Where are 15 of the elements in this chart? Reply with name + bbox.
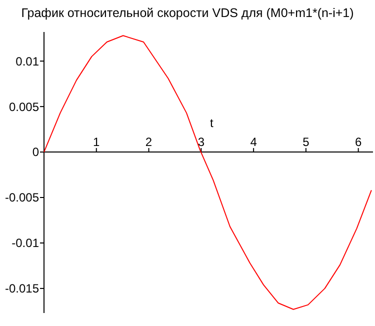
y-tick-label: 0.01 (16, 54, 40, 68)
y-tick-label: -0.01 (12, 236, 40, 250)
y-tick-label: 0 (32, 145, 40, 160)
x-tick-label: 6 (354, 135, 362, 150)
x-axis-title: t (210, 116, 214, 130)
x-tick-label: 2 (145, 135, 152, 150)
line-series (44, 35, 372, 310)
y-tick-label: -0.005 (4, 190, 40, 205)
x-tick-label: 3 (198, 135, 205, 150)
x-tick-label: 5 (302, 135, 310, 150)
chart-title: График относительной скорости VDS для (M0+m1*(n-i+1) (21, 6, 354, 20)
x-tick-label: 4 (250, 135, 258, 150)
x-tick-label: 1 (93, 135, 100, 150)
y-tick-label: -0.015 (4, 282, 40, 296)
y-tick-label: 0.005 (8, 100, 40, 114)
